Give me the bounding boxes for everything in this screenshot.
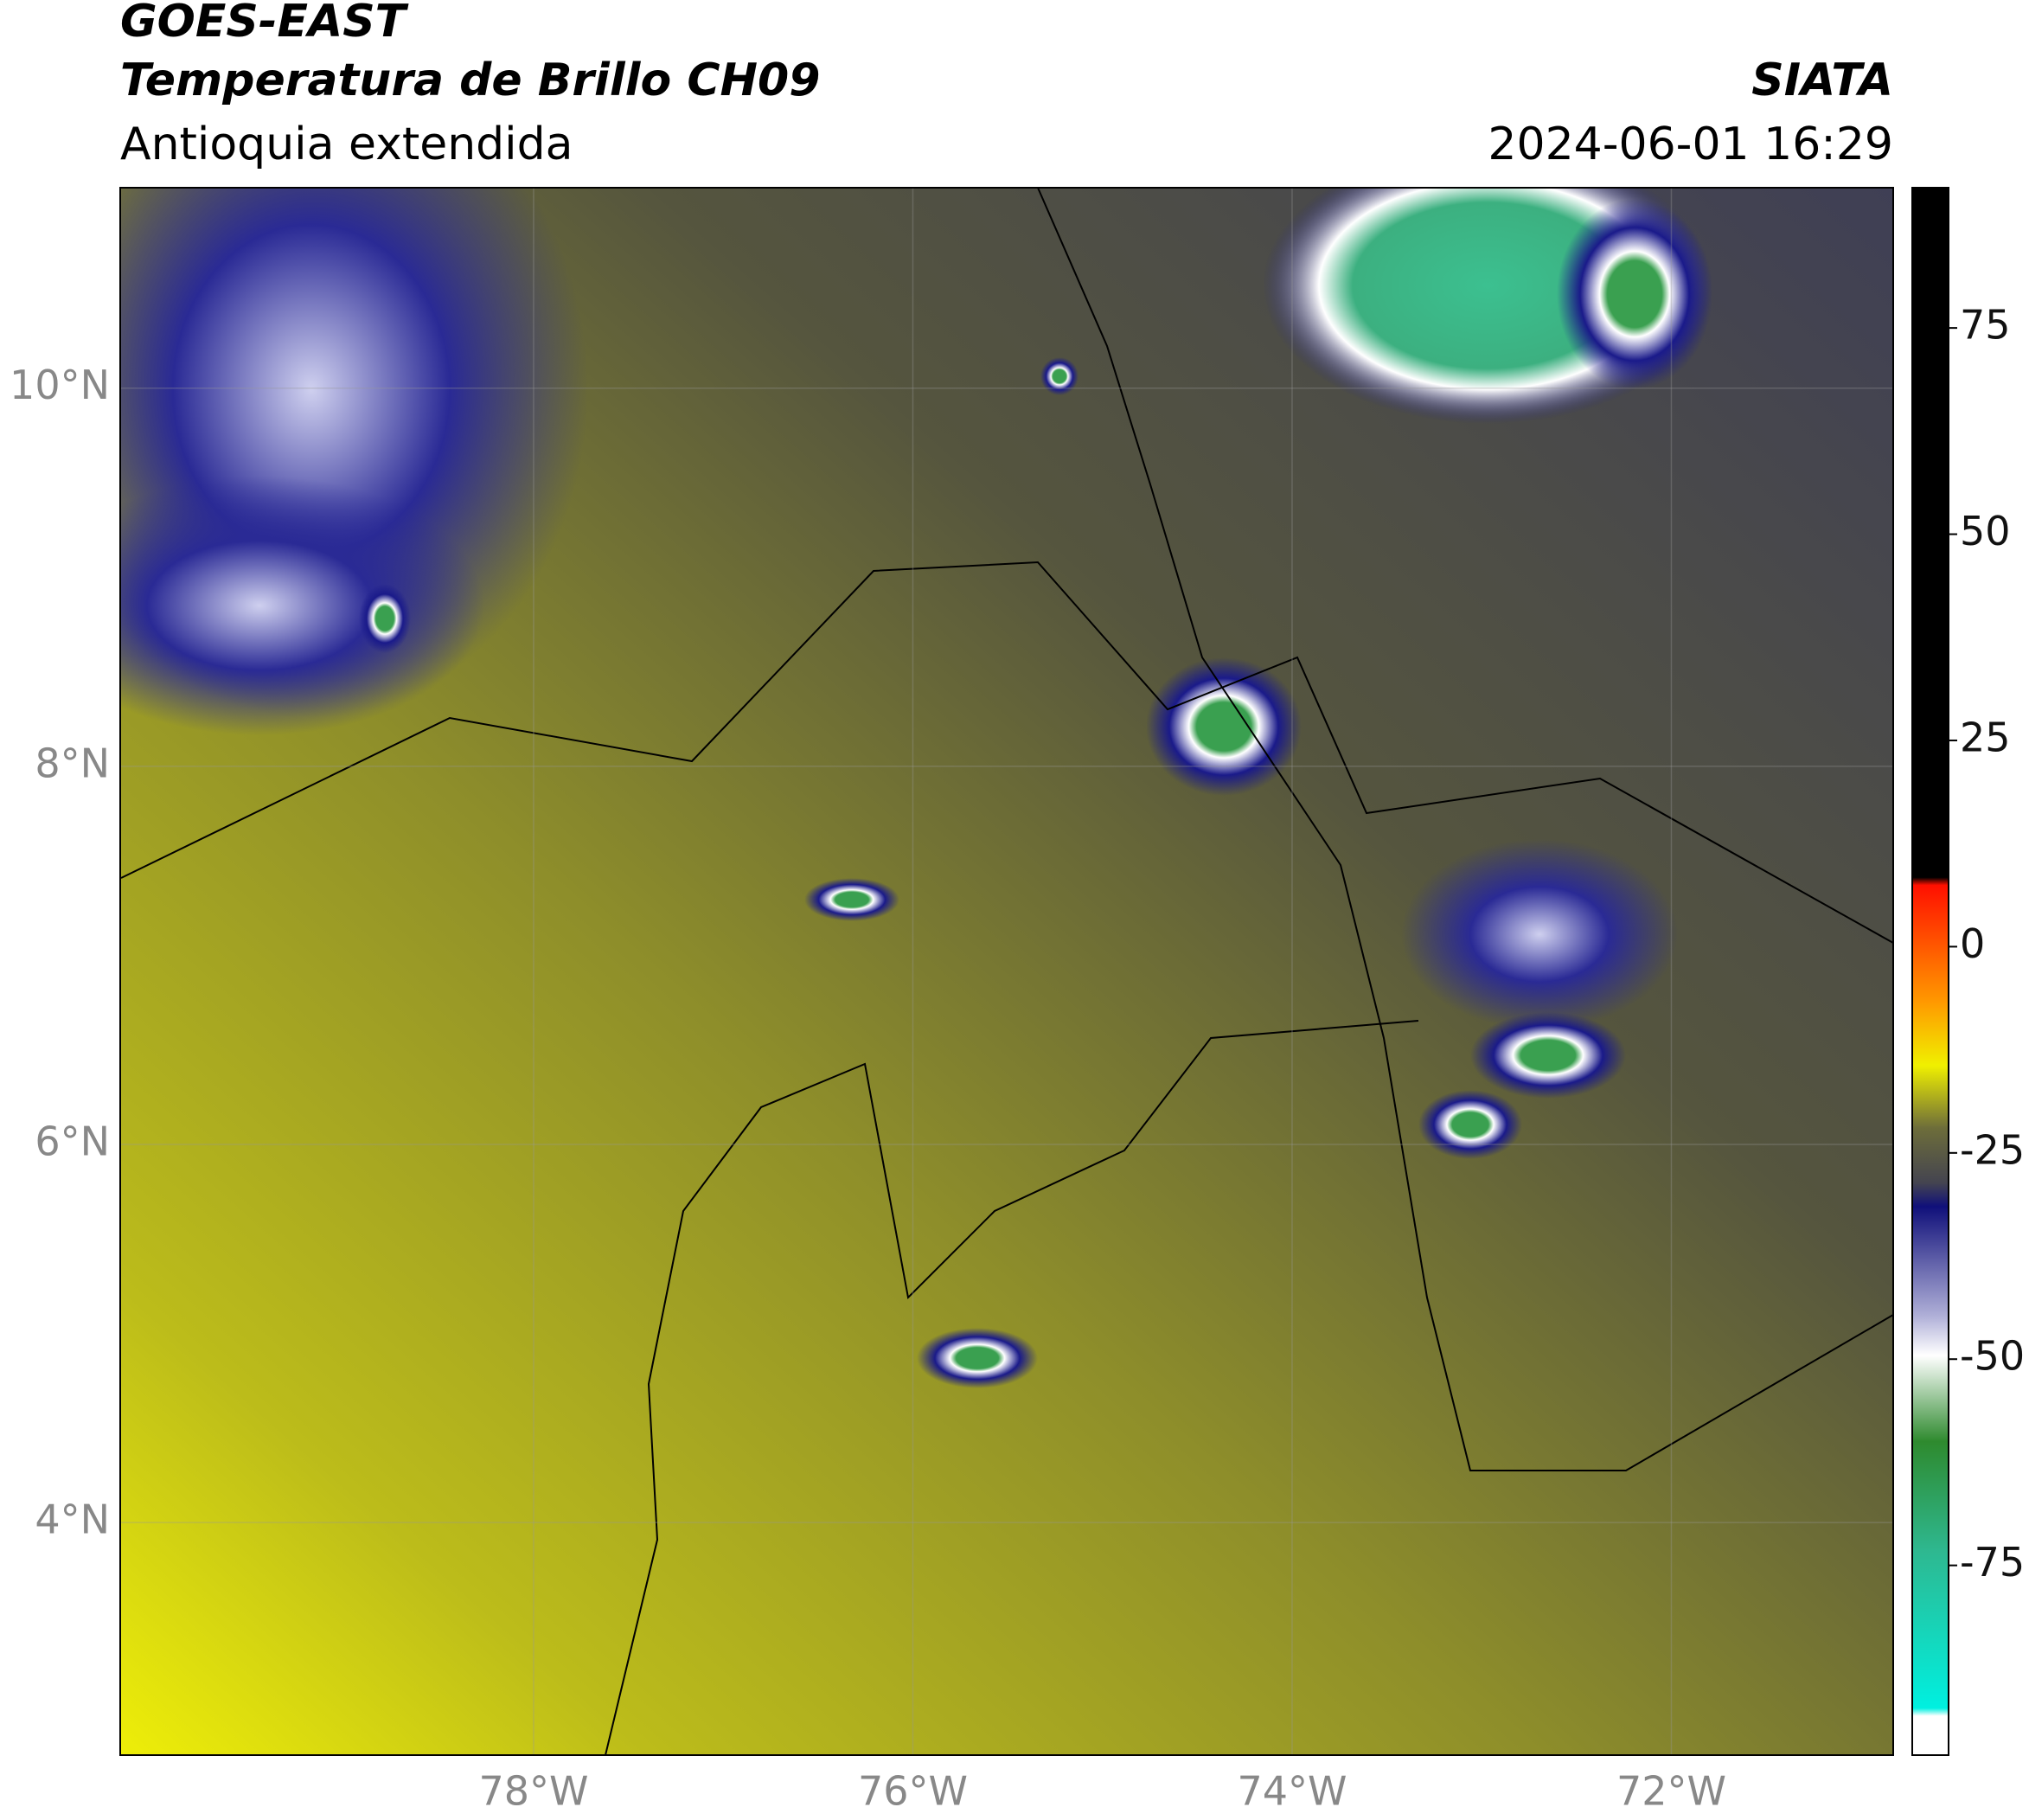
cloud: [120, 476, 484, 735]
colorbar-tick-label: 25: [1960, 714, 2011, 760]
cloud: [1401, 839, 1678, 1029]
source: SIATA: [1751, 54, 1893, 106]
cloud: [1470, 1012, 1626, 1099]
cloud: [917, 1328, 1038, 1388]
datetime: 2024-06-01 16:29: [1488, 119, 1893, 170]
colorbar-tick-label: -25: [1960, 1126, 2025, 1173]
x-tick-label: 74°W: [1237, 1768, 1347, 1815]
colorbar-tick-label: 0: [1960, 920, 1985, 967]
colorbar-tick-label: -50: [1960, 1333, 2025, 1380]
cloud: [1146, 657, 1302, 796]
region: Antioquia extendida: [120, 119, 573, 170]
colorbar-tick-label: 50: [1960, 508, 2011, 554]
colorbar: [1911, 187, 1949, 1756]
cloud: [804, 878, 899, 921]
y-tick-label: 8°N: [35, 740, 110, 786]
x-tick-label: 78°W: [478, 1768, 588, 1815]
x-tick-label: 72°W: [1616, 1768, 1726, 1815]
colorbar-tick-label: -75: [1960, 1539, 2025, 1586]
cloud: [1040, 357, 1079, 395]
map: [120, 188, 1893, 1755]
border: [1037, 188, 1893, 1471]
border: [605, 1020, 1419, 1755]
title: GOES-EAST: [120, 0, 409, 48]
x-tick-label: 76°W: [858, 1768, 968, 1815]
cloud: [359, 584, 411, 653]
axes: 78°W 76°W 74°W 72°W 4°N 6°N 8°N 10°N -75 -50 -25 0 2…: [10, 188, 2025, 1815]
map-frame: [119, 187, 1894, 1756]
y-tick-label: 6°N: [35, 1118, 110, 1164]
subtitle: Temperatura de Brillo CH09: [120, 54, 820, 106]
colorbar-tick-label: 75: [1960, 302, 2011, 349]
border: [120, 561, 1893, 944]
y-tick-label: 4°N: [35, 1496, 110, 1543]
cloud: [1418, 1090, 1522, 1159]
cloud: [1557, 199, 1712, 389]
y-tick-label: 10°N: [10, 362, 110, 408]
